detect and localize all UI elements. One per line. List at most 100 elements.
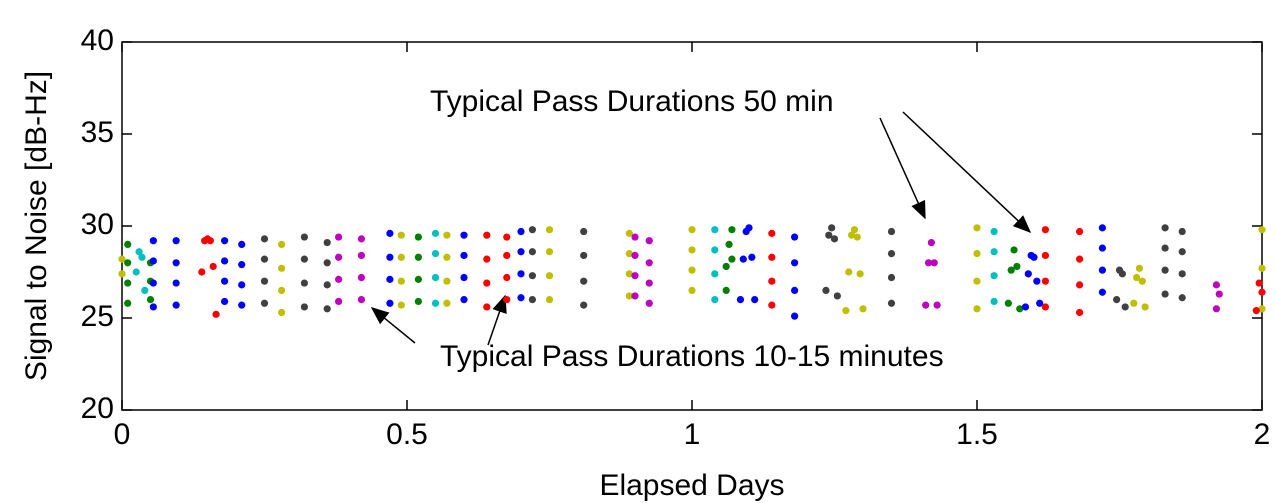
data-point	[736, 296, 745, 304]
y-tick-label: 35	[81, 116, 114, 149]
data-point	[528, 226, 537, 234]
data-point	[460, 251, 468, 260]
data-point	[1030, 253, 1038, 261]
data-point	[822, 286, 830, 294]
data-point	[887, 250, 896, 258]
data-point	[625, 292, 633, 300]
data-point	[856, 270, 864, 278]
data-point	[138, 253, 146, 261]
data-point	[1178, 227, 1186, 236]
data-point	[278, 240, 286, 248]
data-point	[198, 268, 206, 276]
data-point	[238, 240, 246, 248]
data-point	[842, 307, 850, 315]
data-point	[431, 229, 440, 237]
data-point	[791, 233, 799, 241]
data-point	[791, 286, 799, 294]
data-point	[711, 296, 719, 304]
data-point	[206, 237, 214, 245]
data-point	[124, 259, 132, 267]
data-point	[414, 233, 422, 241]
x-tick-label: 1.5	[956, 418, 998, 451]
data-point	[545, 226, 554, 234]
data-point	[1041, 303, 1049, 311]
data-point	[1024, 270, 1032, 278]
data-point	[517, 270, 525, 278]
data-point	[503, 296, 511, 304]
data-point	[1021, 303, 1030, 311]
data-point	[990, 248, 998, 256]
data-point	[853, 233, 861, 241]
data-point	[924, 259, 933, 267]
data-point	[1135, 264, 1144, 272]
data-point	[357, 235, 365, 243]
data-point	[1161, 224, 1169, 232]
data-point	[748, 253, 756, 261]
data-point	[443, 253, 451, 261]
data-point	[221, 257, 229, 265]
data-point	[711, 270, 719, 278]
data-point	[927, 238, 936, 247]
data-point	[386, 253, 394, 261]
data-point	[1258, 305, 1266, 313]
data-point	[887, 299, 896, 307]
data-point	[335, 297, 343, 306]
data-point	[238, 261, 246, 269]
data-point	[1161, 266, 1169, 274]
data-point	[973, 305, 981, 313]
data-point	[460, 273, 468, 282]
data-point	[431, 273, 440, 282]
data-point	[751, 296, 759, 304]
data-point	[124, 240, 132, 248]
data-point	[850, 226, 859, 234]
y-tick-label: 30	[81, 208, 114, 241]
data-point	[768, 301, 776, 309]
data-point	[528, 272, 537, 280]
data-point	[887, 273, 896, 282]
data-point	[260, 235, 269, 243]
data-point	[1130, 299, 1138, 307]
data-point	[845, 268, 853, 276]
data-point	[300, 255, 308, 263]
data-point	[580, 301, 588, 309]
data-point	[1076, 308, 1084, 317]
data-point	[483, 231, 491, 239]
data-point	[323, 238, 331, 247]
y-axis-label: Signal to Noise [dB-Hz]	[20, 71, 53, 381]
data-point	[1007, 266, 1015, 274]
data-point	[1004, 299, 1012, 307]
data-point	[1178, 248, 1186, 256]
y-tick-label: 20	[81, 392, 114, 425]
data-point	[1255, 279, 1263, 287]
data-point	[386, 275, 394, 283]
data-point	[1161, 290, 1169, 298]
data-point	[300, 303, 308, 311]
data-point	[1113, 296, 1121, 304]
data-point	[768, 253, 776, 261]
data-point	[580, 277, 588, 285]
data-point	[990, 297, 998, 306]
data-point	[323, 281, 331, 289]
data-point	[386, 299, 394, 307]
data-point	[739, 255, 747, 263]
data-point	[725, 240, 733, 248]
data-point	[1076, 255, 1084, 263]
data-point	[460, 231, 468, 239]
data-point	[848, 231, 856, 239]
data-point	[722, 286, 730, 294]
data-point	[791, 259, 799, 267]
data-point	[443, 231, 451, 239]
data-point	[483, 303, 491, 311]
data-point	[645, 279, 653, 287]
data-point	[397, 277, 405, 285]
data-point	[118, 255, 126, 263]
annotation-arrows	[370, 111, 1032, 346]
data-point	[1010, 246, 1018, 254]
data-point	[791, 312, 799, 320]
data-point	[260, 299, 269, 307]
x-axis-label: Elapsed Days	[599, 469, 784, 502]
data-point	[1252, 307, 1260, 315]
data-point	[625, 250, 633, 258]
data-point	[397, 231, 405, 239]
